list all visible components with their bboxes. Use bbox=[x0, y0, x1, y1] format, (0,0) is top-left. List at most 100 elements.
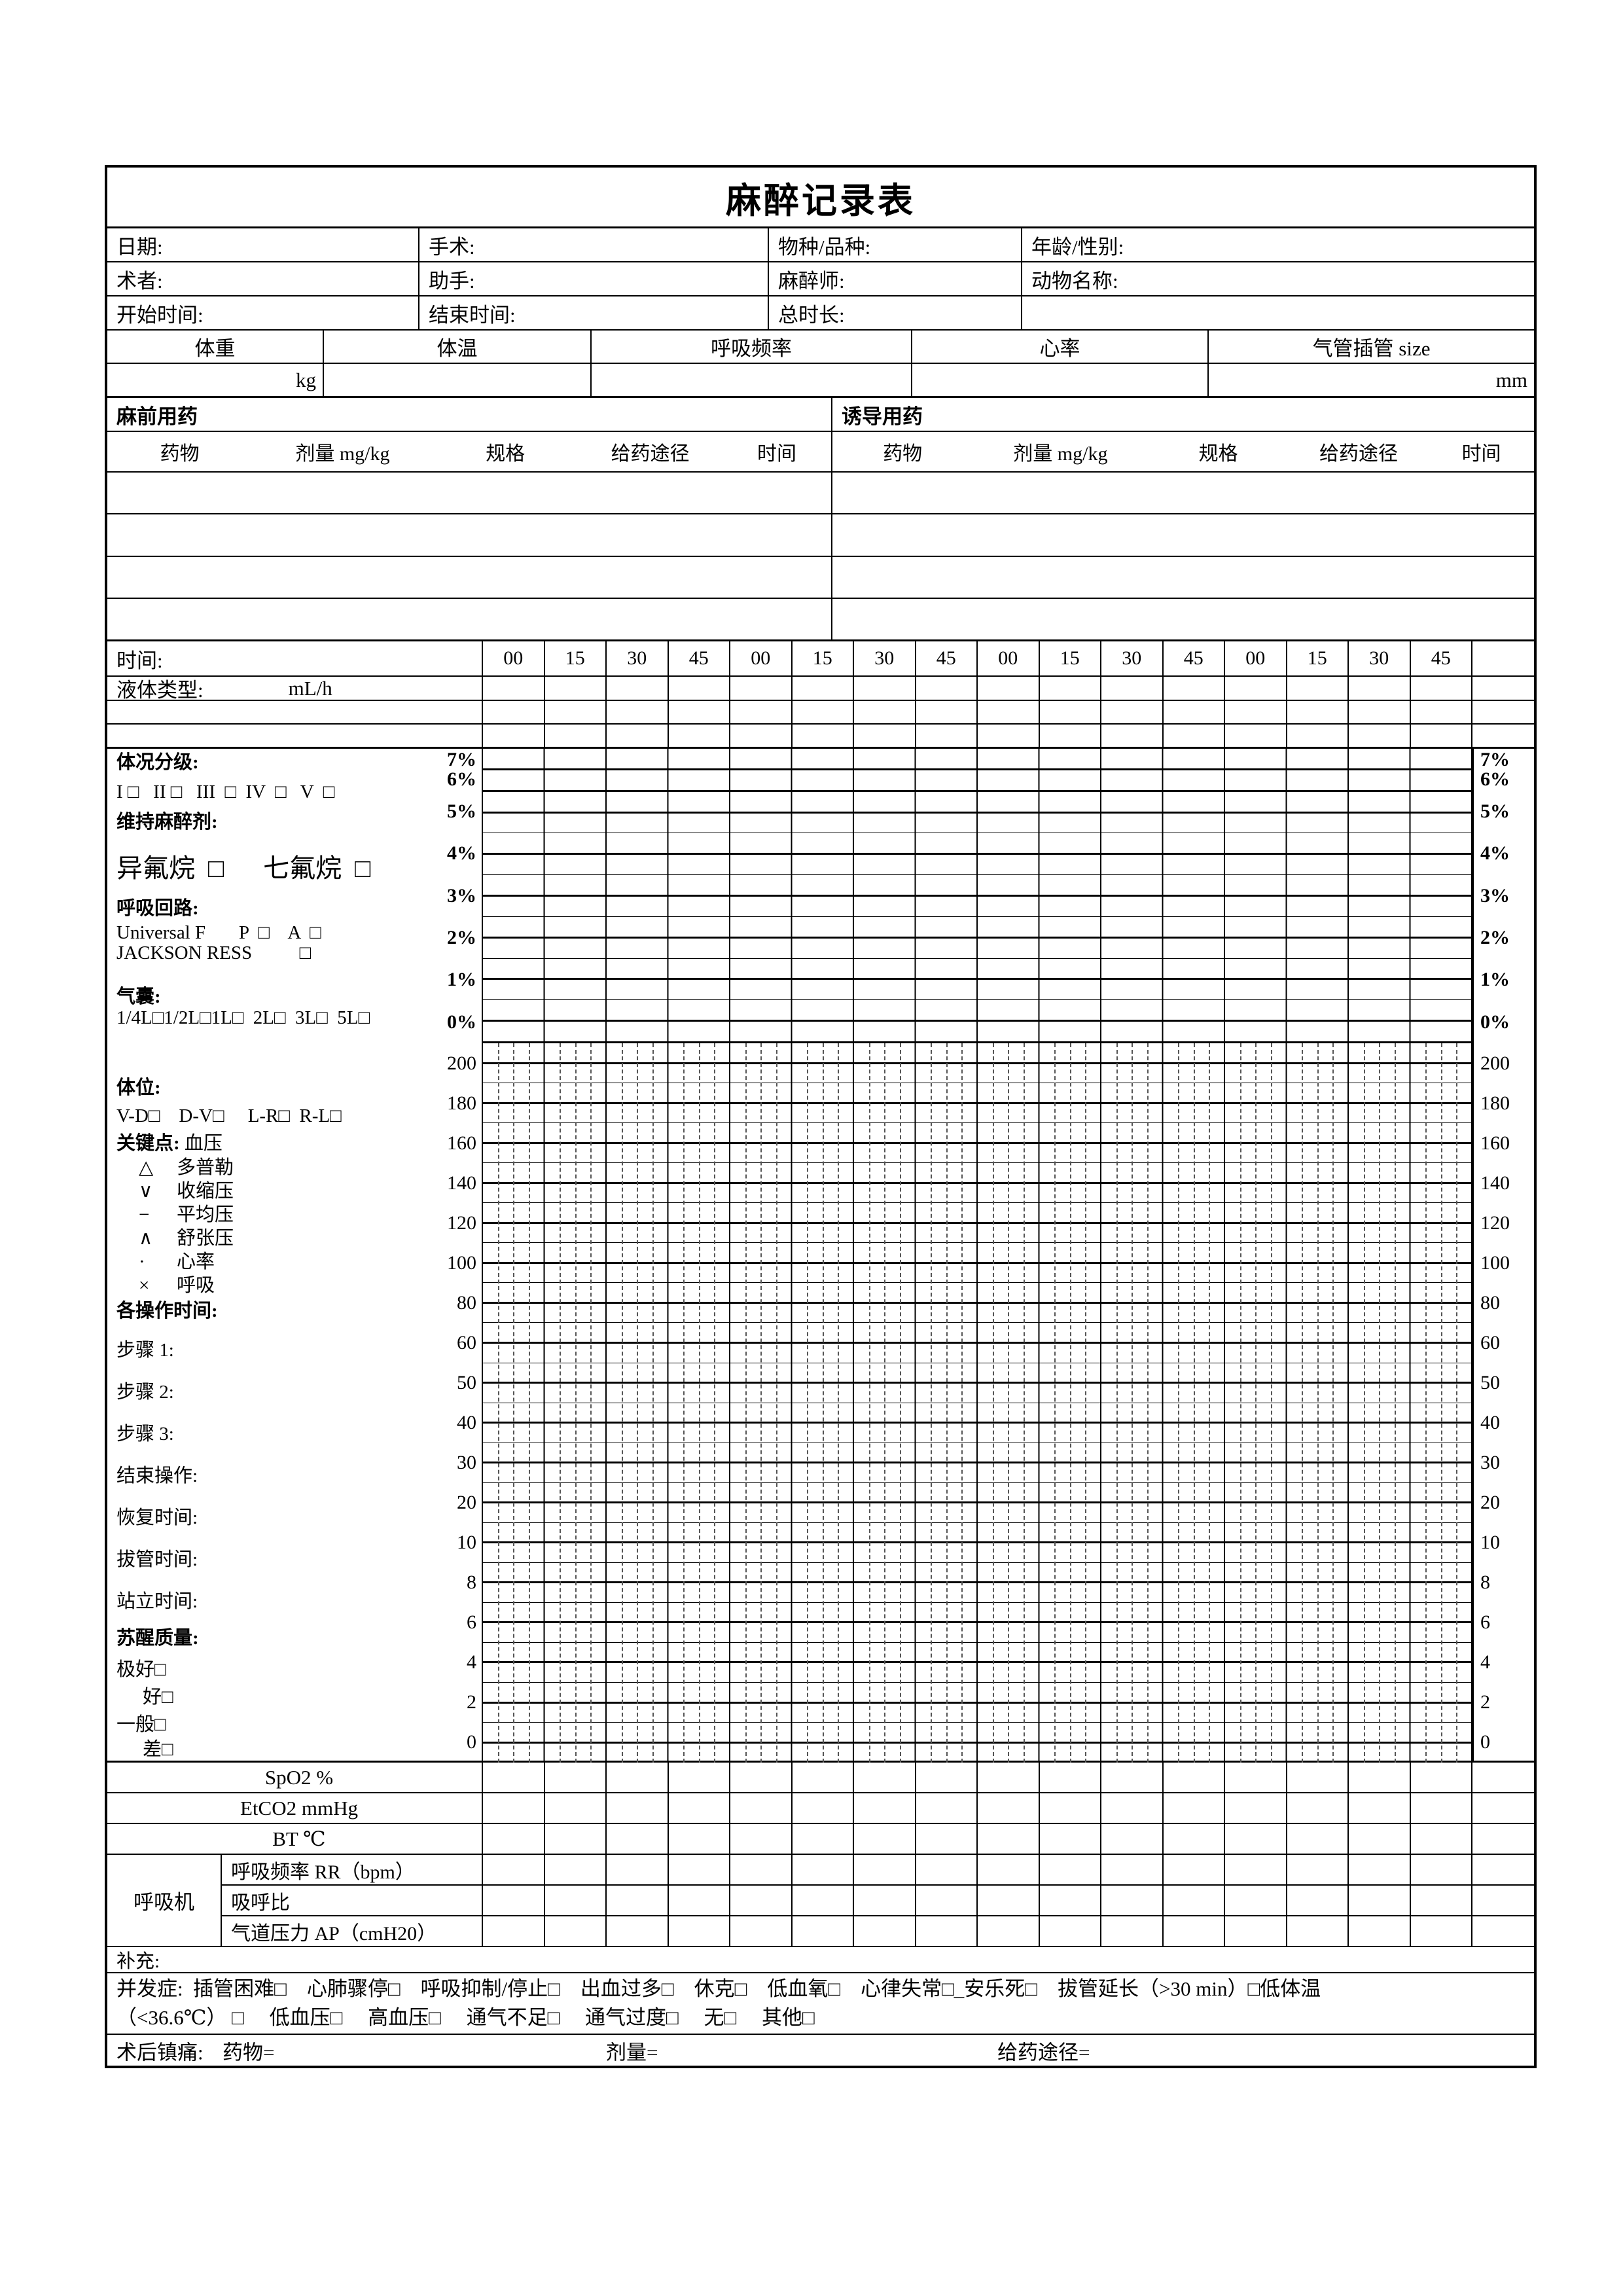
monitor-cell[interactable] bbox=[1225, 1793, 1287, 1823]
fluid-cell[interactable] bbox=[730, 701, 793, 723]
ventilator-cell[interactable] bbox=[483, 1855, 545, 1884]
fluid-cell[interactable] bbox=[1349, 725, 1411, 747]
fluid-cell[interactable] bbox=[1287, 725, 1349, 747]
vitals-grid-row[interactable] bbox=[483, 1243, 1472, 1264]
fluid-cell[interactable] bbox=[607, 677, 669, 700]
ventilator-cell[interactable] bbox=[793, 1886, 854, 1915]
vitals-grid-row[interactable] bbox=[483, 1043, 1472, 1064]
ventilator-cell[interactable] bbox=[545, 1916, 607, 1946]
ventilator-cell[interactable] bbox=[1287, 1886, 1349, 1915]
timeline-cell[interactable]: 00 bbox=[483, 641, 545, 675]
fluid-cell[interactable] bbox=[1225, 725, 1287, 747]
vitals-grid-row[interactable] bbox=[483, 1503, 1472, 1523]
panel-line[interactable]: 1/4L□1/2L□1L□ 2L□ 3L□ 5L□ bbox=[116, 1007, 370, 1028]
fluid-cell[interactable] bbox=[916, 701, 978, 723]
fluid-cell[interactable] bbox=[607, 701, 669, 723]
fluid-cell[interactable] bbox=[978, 725, 1040, 747]
monitor-cell[interactable] bbox=[483, 1763, 545, 1792]
monitor-cell[interactable] bbox=[1287, 1793, 1349, 1823]
vitals-grid-row[interactable] bbox=[483, 1163, 1472, 1184]
vitals-grid-row[interactable] bbox=[483, 1523, 1472, 1544]
ventilator-cell[interactable] bbox=[607, 1886, 669, 1915]
ventilator-cell[interactable] bbox=[978, 1886, 1040, 1915]
complications-row[interactable]: 并发症: 插管困难□ 心肺骤停□ 呼吸抑制/停止□ 出血过多□ 休克□ 低血氧□… bbox=[107, 1973, 1534, 2035]
vitals-grid-row[interactable] bbox=[483, 1663, 1472, 1683]
monitor-cell[interactable] bbox=[1411, 1824, 1472, 1854]
ventilator-cell[interactable] bbox=[978, 1855, 1040, 1884]
vitals-grid-row[interactable] bbox=[483, 1184, 1472, 1204]
timeline-cell[interactable] bbox=[1472, 641, 1534, 675]
monitor-cell[interactable] bbox=[607, 1763, 669, 1792]
fluid-entry-row[interactable] bbox=[107, 701, 1534, 725]
anesthetist-field[interactable]: 麻醉师: bbox=[769, 262, 1022, 295]
fluid-blank-label[interactable] bbox=[107, 701, 483, 723]
ventilator-cell[interactable] bbox=[1101, 1916, 1164, 1946]
info-blank-cell[interactable] bbox=[1022, 296, 1534, 329]
fluid-cell[interactable] bbox=[483, 701, 545, 723]
monitor-cell[interactable] bbox=[730, 1824, 793, 1854]
monitor-cell[interactable] bbox=[854, 1824, 916, 1854]
monitor-cell[interactable] bbox=[483, 1793, 545, 1823]
monitor-cell[interactable] bbox=[1164, 1793, 1225, 1823]
postop-analgesia-row[interactable]: 术后镇痛: 药物= 剂量= 给药途径= bbox=[107, 2035, 1534, 2066]
supplement-row[interactable]: 补充: bbox=[107, 1947, 1534, 1973]
fluid-cell[interactable] bbox=[854, 677, 916, 700]
ventilator-cell[interactable] bbox=[730, 1855, 793, 1884]
ventilator-cell[interactable] bbox=[854, 1916, 916, 1946]
timeline-cell[interactable]: 45 bbox=[1411, 641, 1472, 675]
monitor-cell[interactable] bbox=[545, 1824, 607, 1854]
fluid-cell[interactable] bbox=[545, 677, 607, 700]
ventilator-cell[interactable] bbox=[1349, 1916, 1411, 1946]
ventilator-cell[interactable] bbox=[607, 1855, 669, 1884]
monitor-cell[interactable] bbox=[669, 1793, 730, 1823]
ventilator-cell[interactable] bbox=[669, 1886, 730, 1915]
monitor-cell[interactable] bbox=[854, 1793, 916, 1823]
monitor-cell[interactable] bbox=[669, 1763, 730, 1792]
panel-line[interactable]: V-D□ D-V□ L-R□ R-L□ bbox=[116, 1105, 342, 1126]
timeline-cell[interactable]: 30 bbox=[607, 641, 669, 675]
monitor-cell[interactable] bbox=[1472, 1763, 1534, 1792]
monitor-cell[interactable] bbox=[854, 1763, 916, 1792]
monitor-cell[interactable] bbox=[978, 1763, 1040, 1792]
monitor-cell[interactable] bbox=[1101, 1793, 1164, 1823]
medication-entry-row[interactable] bbox=[107, 514, 1534, 557]
monitor-cell[interactable] bbox=[545, 1793, 607, 1823]
vitals-grid-row[interactable] bbox=[483, 1543, 1472, 1563]
ventilator-cell[interactable] bbox=[545, 1886, 607, 1915]
monitor-cell[interactable] bbox=[1287, 1824, 1349, 1854]
heart-rate-value-cell[interactable] bbox=[912, 364, 1209, 396]
ventilator-cell[interactable] bbox=[1164, 1855, 1225, 1884]
fluid-cell[interactable] bbox=[1164, 725, 1225, 747]
fluid-cell[interactable] bbox=[978, 701, 1040, 723]
fluid-cell[interactable] bbox=[854, 725, 916, 747]
timeline-cell[interactable]: 00 bbox=[730, 641, 793, 675]
fluid-cell[interactable] bbox=[978, 677, 1040, 700]
end-time-field[interactable]: 结束时间: bbox=[419, 296, 769, 329]
ventilator-cell[interactable] bbox=[1411, 1916, 1472, 1946]
fluid-cell[interactable] bbox=[793, 725, 854, 747]
total-duration-field[interactable]: 总时长: bbox=[769, 296, 1022, 329]
vitals-grid-row[interactable] bbox=[483, 1283, 1472, 1304]
ventilator-cell[interactable] bbox=[1040, 1855, 1101, 1884]
fluid-cell[interactable] bbox=[730, 677, 793, 700]
monitor-cell[interactable] bbox=[1040, 1824, 1101, 1854]
panel-line[interactable]: 一般□ bbox=[116, 1714, 166, 1735]
monitor-cell[interactable] bbox=[730, 1763, 793, 1792]
percent-grid-row[interactable] bbox=[483, 875, 1472, 897]
ventilator-cell[interactable] bbox=[1040, 1916, 1101, 1946]
vitals-grid-row[interactable] bbox=[483, 1304, 1472, 1323]
vitals-grid-row[interactable] bbox=[483, 1683, 1472, 1704]
panel-line[interactable]: 好□ bbox=[143, 1687, 173, 1708]
fluid-cell[interactable] bbox=[1225, 701, 1287, 723]
analgesia-route-field[interactable]: 给药途径= bbox=[997, 2041, 1090, 2064]
percent-grid-row[interactable] bbox=[483, 959, 1472, 980]
ventilator-cell[interactable] bbox=[483, 1916, 545, 1946]
surgeon-field[interactable]: 术者: bbox=[107, 262, 419, 295]
timeline-cell[interactable]: 15 bbox=[1040, 641, 1101, 675]
panel-line[interactable]: 差□ bbox=[143, 1739, 173, 1760]
ventilator-cell[interactable] bbox=[978, 1916, 1040, 1946]
fluid-cell[interactable] bbox=[669, 725, 730, 747]
fluid-cell[interactable] bbox=[916, 725, 978, 747]
fluid-cell[interactable] bbox=[545, 701, 607, 723]
ventilator-cell[interactable] bbox=[669, 1916, 730, 1946]
